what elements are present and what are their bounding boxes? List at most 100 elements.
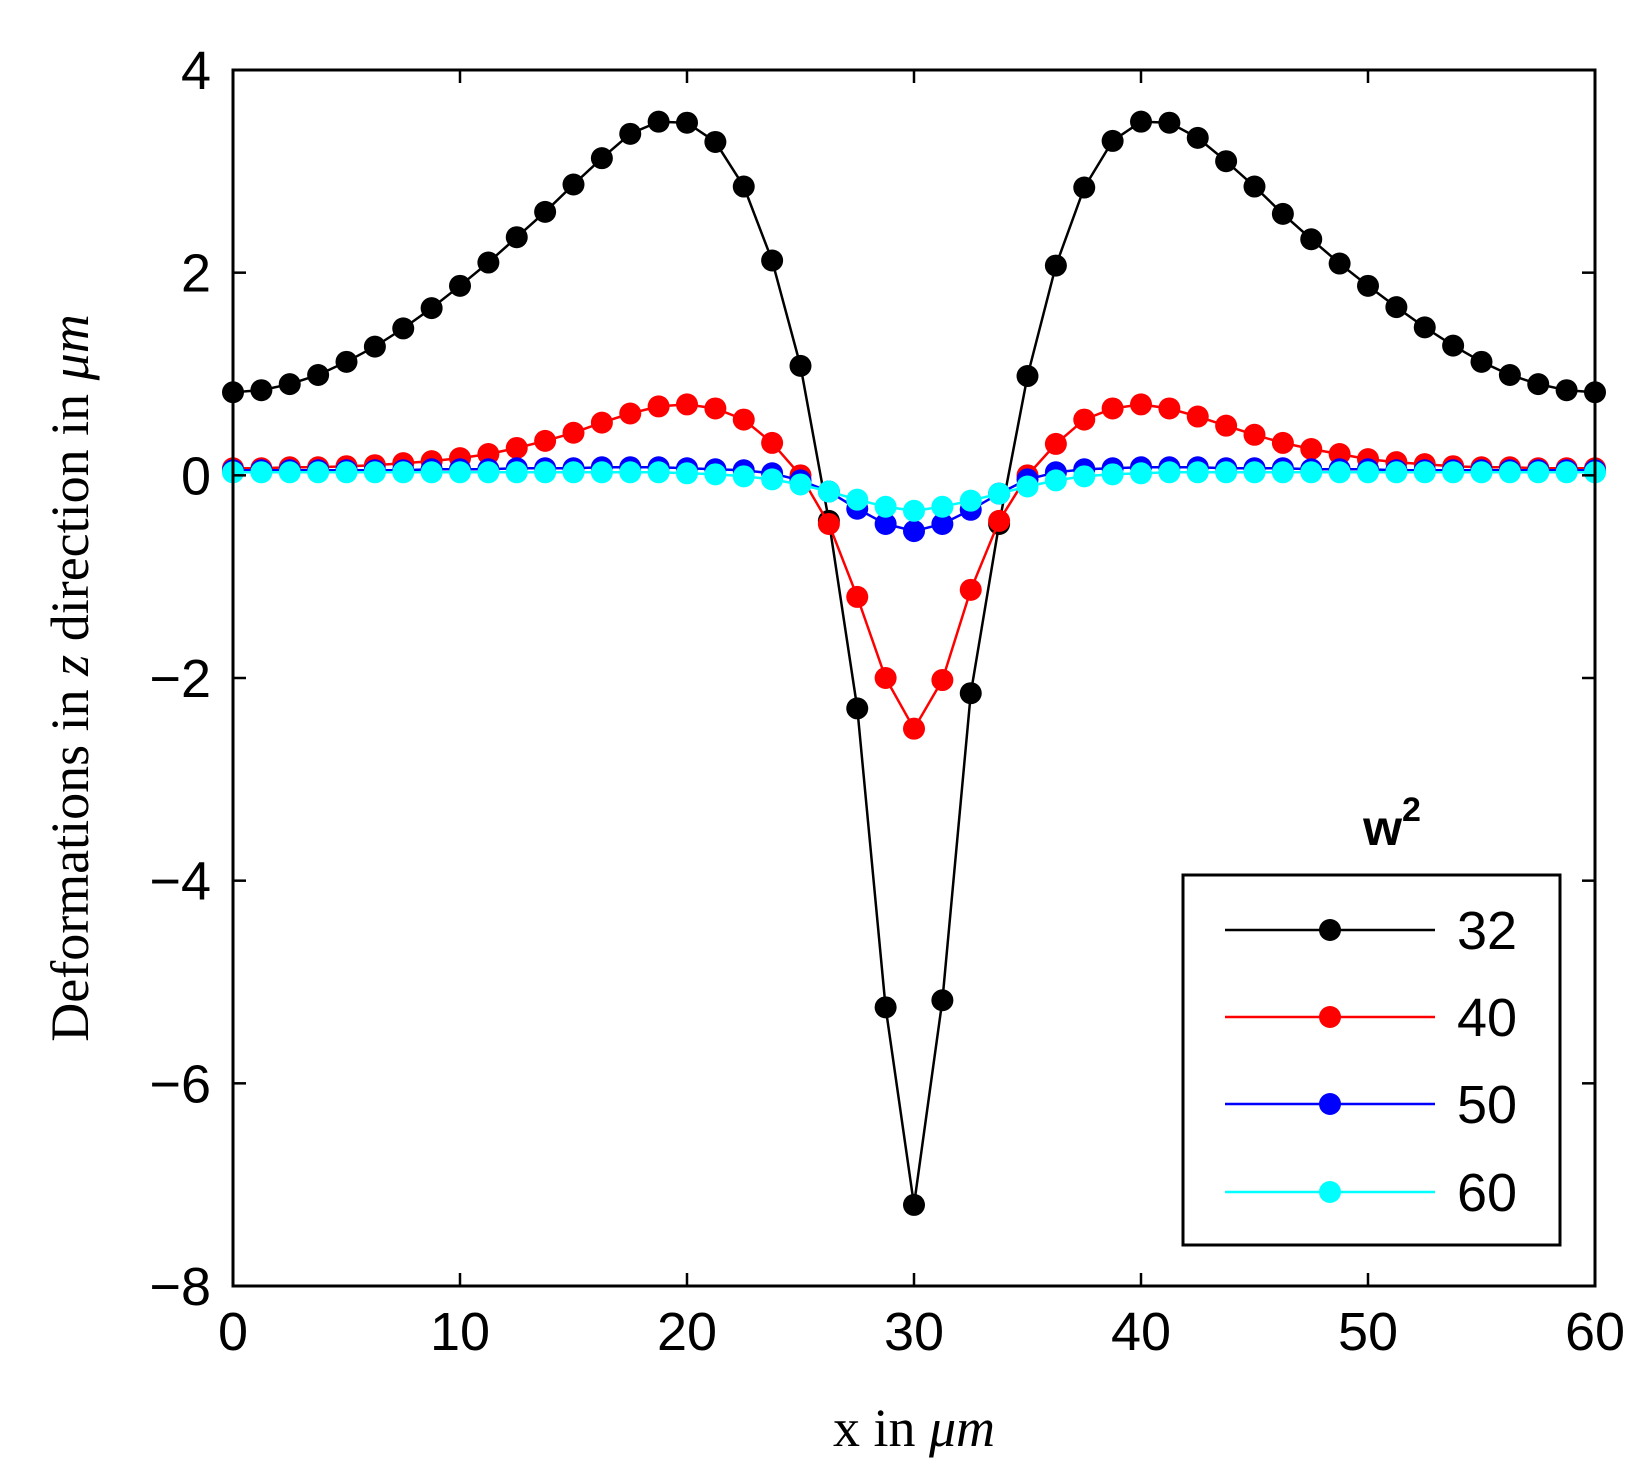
data-point	[903, 520, 925, 543]
x-tick-label: 20	[657, 1302, 717, 1362]
data-point	[1555, 461, 1578, 484]
legend-marker-60	[1319, 1181, 1341, 1203]
data-point	[1073, 176, 1096, 199]
data-point	[1442, 334, 1465, 357]
data-point	[704, 130, 727, 153]
data-point	[278, 373, 301, 396]
data-point	[1130, 110, 1152, 133]
y-tick-label: 2	[181, 244, 211, 304]
data-point	[590, 147, 613, 170]
data-point	[335, 350, 358, 373]
y-tick-label: 4	[181, 41, 211, 101]
data-point	[619, 461, 642, 484]
data-point	[959, 682, 982, 705]
data-point	[1101, 397, 1124, 420]
data-point	[1158, 397, 1181, 420]
x-axis-label-prefix: x in	[833, 1398, 929, 1458]
data-point	[789, 354, 812, 377]
legend-box	[1181, 873, 1562, 1247]
legend-title: w2	[1362, 791, 1421, 856]
data-point	[278, 461, 301, 484]
data-point	[1186, 126, 1209, 149]
y-tick-label: 0	[181, 446, 211, 506]
data-point	[903, 717, 925, 740]
data-point	[619, 402, 642, 425]
legend-title-sup: 2	[1402, 791, 1421, 829]
data-point	[1300, 437, 1323, 460]
data-point	[1527, 461, 1550, 484]
data-point	[647, 110, 670, 133]
legend-label-60: 60	[1457, 1163, 1517, 1223]
data-point	[1215, 461, 1238, 484]
data-point	[477, 443, 500, 466]
data-point	[1073, 465, 1096, 488]
y-tick-label: −2	[149, 649, 211, 709]
x-tick-label: 60	[1565, 1302, 1625, 1362]
legend: 32 40 50 60	[1181, 873, 1562, 1247]
data-point	[817, 512, 840, 535]
data-point	[931, 512, 954, 535]
y-axis-label-var: z	[40, 655, 100, 677]
data-point	[931, 669, 954, 692]
data-point	[959, 578, 982, 601]
data-point	[590, 461, 613, 484]
data-point	[676, 393, 698, 416]
data-point	[534, 200, 557, 223]
data-point	[1101, 463, 1124, 486]
data-point	[817, 480, 840, 503]
data-point	[562, 421, 585, 444]
data-point	[874, 667, 897, 689]
data-point	[307, 364, 330, 387]
series-60	[222, 461, 1606, 522]
data-point	[1498, 461, 1521, 484]
data-point	[534, 461, 557, 484]
data-point	[392, 461, 415, 484]
data-point	[590, 411, 613, 434]
data-point	[1357, 274, 1379, 297]
data-point	[789, 473, 812, 496]
data-point	[505, 436, 528, 459]
data-point	[1271, 202, 1294, 225]
data-point	[761, 431, 784, 454]
data-point	[477, 251, 500, 274]
data-point	[335, 461, 358, 484]
data-point	[1158, 111, 1181, 134]
series-32	[222, 110, 1606, 1216]
data-point	[1130, 462, 1152, 485]
data-point	[732, 465, 755, 488]
data-point	[1413, 316, 1436, 339]
data-point	[619, 122, 642, 145]
data-point	[1328, 252, 1351, 275]
data-point	[874, 996, 897, 1019]
data-point	[931, 495, 954, 518]
data-point	[732, 408, 755, 431]
data-point	[505, 461, 528, 484]
data-point	[1243, 423, 1266, 446]
legend-label-40: 40	[1457, 988, 1517, 1048]
legend-label-50: 50	[1457, 1075, 1517, 1135]
data-point	[988, 509, 1011, 532]
data-point	[1271, 431, 1294, 454]
data-point	[874, 495, 897, 518]
data-point	[1470, 461, 1493, 484]
legend-marker-50	[1319, 1093, 1341, 1115]
data-point	[761, 468, 784, 491]
data-point	[562, 461, 585, 484]
legend-title-base: w	[1362, 800, 1402, 856]
data-point	[903, 499, 925, 522]
data-point	[647, 461, 670, 484]
data-point	[420, 461, 443, 484]
data-point	[676, 111, 698, 134]
data-point	[761, 249, 784, 272]
data-point	[704, 463, 727, 486]
y-axis-label-mid: direction in	[40, 380, 100, 654]
data-point	[1328, 443, 1351, 466]
x-tick-label: 40	[1111, 1302, 1171, 1362]
data-point	[1215, 150, 1238, 173]
data-point	[1158, 461, 1181, 484]
data-point	[1300, 228, 1323, 251]
data-point	[1073, 408, 1096, 431]
data-point	[1130, 393, 1152, 416]
data-point	[676, 462, 698, 485]
x-tick-label: 10	[430, 1302, 490, 1362]
